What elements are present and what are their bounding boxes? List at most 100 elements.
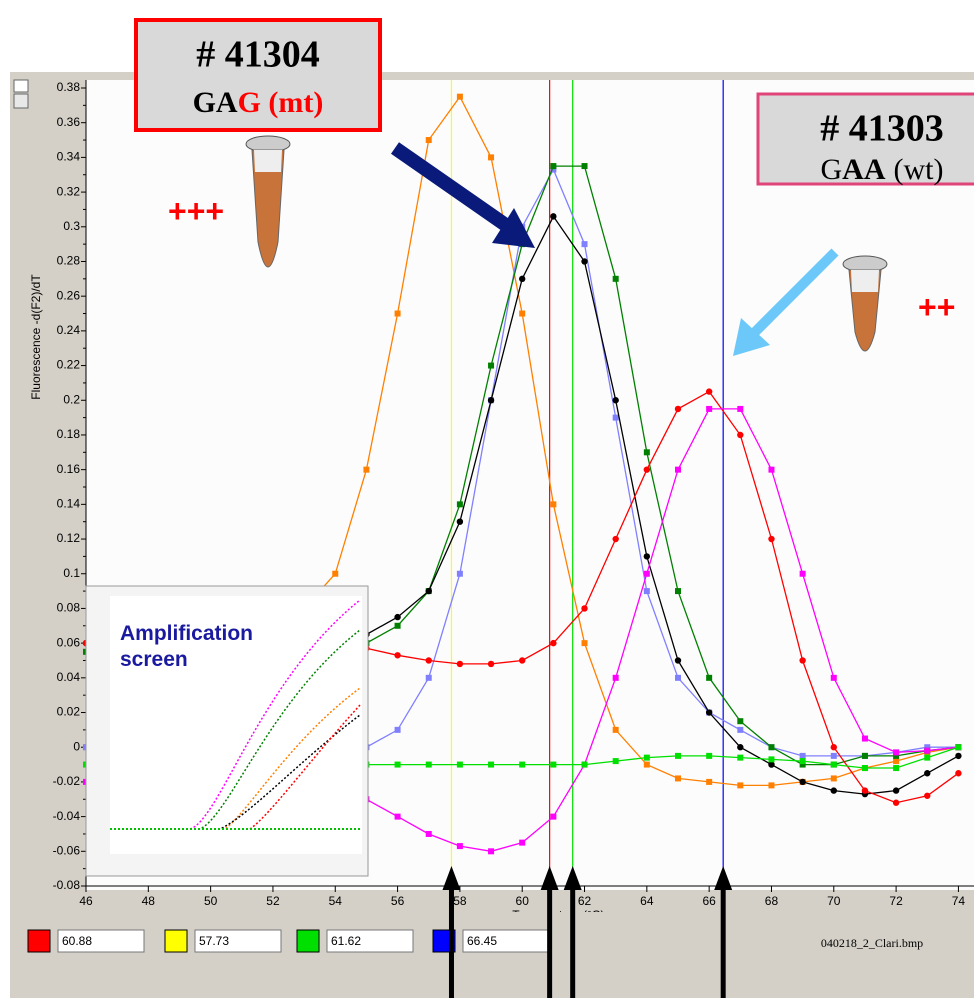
data-point [924,744,931,751]
y-tick-label: 0.16 [57,462,81,476]
data-point [768,466,775,473]
callout-box [134,18,382,132]
data-point [456,518,464,525]
toolbar-icon[interactable] [13,79,29,93]
x-tick-label: 50 [204,894,218,908]
data-point [550,213,557,220]
data-point [519,839,526,846]
data-point [893,758,900,765]
data-point [799,761,806,768]
seq-part: GA [193,86,238,119]
data-point [456,660,464,668]
data-point [706,674,713,681]
data-point [830,761,837,768]
inset-curve [110,714,361,830]
data-point [955,744,962,751]
data-point [363,466,370,473]
x-tick-label: 62 [578,894,592,908]
data-point [893,765,900,772]
data-point [830,787,837,794]
data-point [394,622,401,629]
toolbar-icon[interactable] [13,93,29,109]
data-point [456,93,463,100]
data-point [425,761,432,768]
data-point [643,570,650,577]
data-point [706,405,713,412]
data-point [612,535,619,543]
data-point [581,241,588,248]
data-point [487,397,495,404]
y-tick-label: 0.38 [57,80,81,94]
data-point [425,674,432,681]
data-point [861,765,868,772]
data-point [643,761,650,768]
data-point [456,501,463,508]
data-point [861,752,868,759]
file-name: 040218_2_Clari.bmp [821,936,923,950]
x-tick-label: 60 [516,894,530,908]
plus-label: +++ [168,193,224,229]
data-point [861,735,868,742]
callout-seq: GAA (wt) [821,153,944,186]
x-tick-label: 74 [952,894,966,908]
data-point [737,405,744,412]
pointer-arrow-head [540,866,559,890]
data-point [581,163,588,170]
y-tick-label: -0.04 [53,809,81,823]
y-tick-label: 0.36 [57,115,81,129]
data-point [924,754,931,761]
data-point [456,761,463,768]
callout-id: # 41304 [196,34,320,76]
seq-part: (wt) [894,153,944,186]
data-point [394,310,401,317]
data-point [737,754,744,761]
pointer-arrow-head [714,866,733,890]
data-point [674,657,682,664]
arrow [748,248,839,339]
y-tick-label: 0.32 [57,184,81,198]
data-point [737,726,744,733]
data-point [737,782,744,789]
callout-id: # 41303 [820,108,944,150]
data-point [830,752,837,759]
data-point [612,758,619,765]
data-point [612,414,619,421]
x-tick-label: 70 [827,894,841,908]
data-point [394,813,401,820]
y-tick-label: -0.06 [53,843,81,857]
data-point [799,657,806,664]
data-point [488,362,495,369]
data-point [830,674,837,681]
x-tick-label: 56 [391,894,405,908]
data-point [924,770,931,777]
x-tick-label: 64 [640,894,654,908]
data-point [705,709,713,716]
legend-field [326,929,414,953]
legend-field [194,929,282,953]
y-tick-label: 0.06 [57,635,81,649]
data-point [612,674,619,681]
data-point [768,756,775,763]
data-point [550,501,557,508]
data-point [550,761,557,768]
data-point [519,310,526,317]
data-point [456,843,463,850]
data-point [488,154,495,161]
data-point [488,848,495,855]
data-point [581,605,588,612]
inset-curve [110,687,361,830]
data-point [768,782,775,789]
legend-swatch [27,929,51,953]
inset-curve [110,599,361,830]
data-point [612,726,619,733]
y-tick-label: 0 [73,739,80,753]
callout-seq: GAG (mt) [193,86,324,119]
data-point [955,770,962,777]
y-axis-title: Fluorescence -d(F2)/dT [29,274,43,400]
x-tick-label: 66 [702,894,716,908]
inset-label: screen [120,648,188,671]
data-point [675,588,681,595]
x-tick-label: 54 [329,894,343,908]
seq-part: AA [842,153,886,186]
